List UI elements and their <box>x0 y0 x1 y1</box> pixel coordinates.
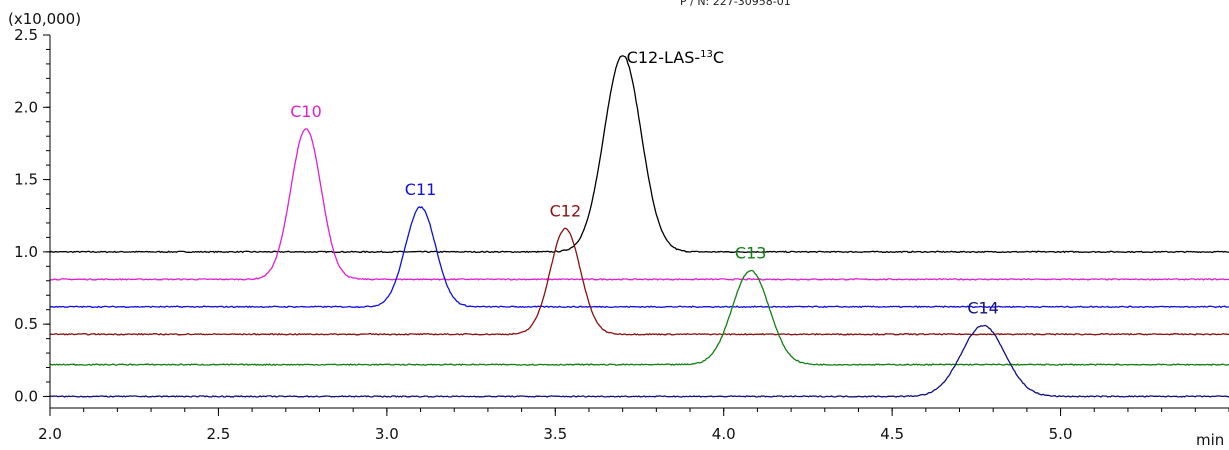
peak-label-c10: C10 <box>290 102 322 121</box>
y-tick-label: 1.0 <box>14 243 38 261</box>
peak-label-group: C12-LAS-13C C10 C11 C12 C13 C14 <box>290 48 999 317</box>
peak-label-c11: C11 <box>405 180 437 199</box>
trace-c12-las-13c <box>49 55 1229 254</box>
y-tick-label: 0.0 <box>14 387 38 405</box>
peak-label-c13: C13 <box>735 244 767 263</box>
x-tick-label: 2.0 <box>38 425 62 443</box>
x-tick-label: 3.5 <box>543 425 567 443</box>
trace-c13 <box>49 269 1229 367</box>
axes-group: 0.0 0.5 1.0 1.5 2.0 2.5 2.0 2.5 3.0 3.5 4.0 4.5 5.0 <box>14 26 1229 443</box>
trace-c14 <box>49 324 1229 398</box>
trace-c11 <box>49 206 1229 309</box>
part-number-text: P / N: 227-30958-01 <box>680 0 791 8</box>
x-tick-label: 2.5 <box>206 425 230 443</box>
x-tick-label: 3.0 <box>375 425 399 443</box>
trace-c12 <box>49 227 1229 336</box>
y-axis-unit-label: (x10,000) <box>8 10 81 28</box>
y-tick-label: 0.5 <box>14 315 38 333</box>
x-tick-label: 4.0 <box>712 425 736 443</box>
peak-label-c14: C14 <box>967 299 999 318</box>
peak-label-c12: C12 <box>550 202 582 221</box>
trace-c10 <box>50 128 1229 281</box>
x-tick-label: 5.0 <box>1049 425 1073 443</box>
y-tick-label: 2.5 <box>14 26 38 44</box>
x-axis-unit-label: min <box>1196 431 1224 449</box>
y-tick-label: 2.0 <box>14 98 38 116</box>
peak-label-c12-las-13c: C12-LAS-13C <box>627 48 724 67</box>
trace-group <box>49 55 1229 398</box>
y-tick-label: 1.5 <box>14 171 38 189</box>
x-tick-label: 4.5 <box>880 425 904 443</box>
